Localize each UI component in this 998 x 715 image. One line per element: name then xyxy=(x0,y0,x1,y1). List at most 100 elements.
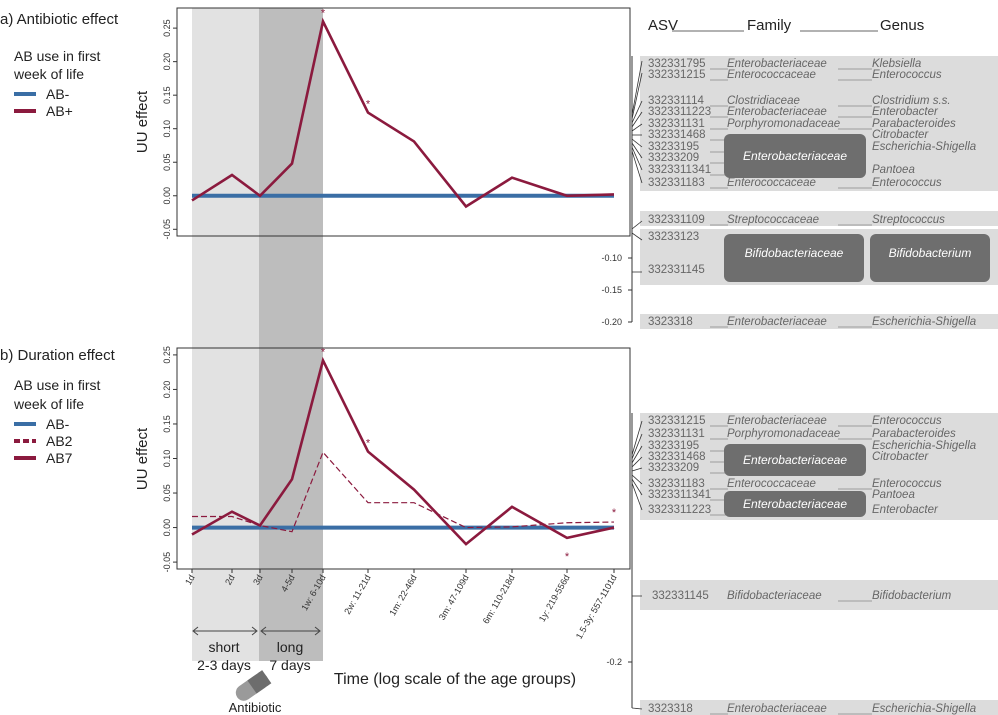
taxa-b-row-asv: 332331215 xyxy=(648,415,706,427)
legend-b-abminus-label: AB- xyxy=(46,416,70,432)
panel-b-xtick-label: 1m: 22-46d xyxy=(387,573,418,617)
taxa-b-row-genus: Enterococcus xyxy=(872,478,942,490)
taxa-b-row-genus: Enterococcus xyxy=(872,415,942,427)
panel-a-frame xyxy=(176,7,631,237)
short-days-label: 2-3 days xyxy=(197,657,251,673)
taxa-a-bottom-family: Enterobacteriaceae xyxy=(727,316,827,328)
taxa-a-connector xyxy=(631,150,643,184)
taxa-a-bif-asv: 33233123 xyxy=(648,231,699,243)
legend-a-title-line2: week of life xyxy=(13,66,84,82)
taxa-b-row-family: Porphyromonadaceae xyxy=(727,428,840,440)
taxa-a-row-asv: 332331131 xyxy=(648,118,705,130)
taxa-a-bif-asv: 332331145 xyxy=(648,264,705,276)
taxa-a-row-family: Porphyromonadaceae xyxy=(727,118,840,130)
panel-a-significance-mark: * xyxy=(321,7,326,19)
taxa-b-row-asv: 3323311341 xyxy=(648,489,711,501)
taxa-b-connector xyxy=(631,467,643,472)
panel-a-ytick-label: 0.20 xyxy=(162,53,172,71)
taxa-a-bif-genus-label: Bifidobacterium xyxy=(889,246,972,260)
taxa-a-bif-genus-box xyxy=(870,234,990,282)
legend-a-abplus-label: AB+ xyxy=(46,103,73,119)
taxa-b-bottom-asv: 3323318 xyxy=(648,703,693,715)
taxa-a-connector xyxy=(631,220,643,230)
taxa-b-bif-genus: Bifidobacterium xyxy=(872,590,952,602)
panel-a-ytick-label: 0.15 xyxy=(162,86,172,104)
legend-b-title-line2: week of life xyxy=(13,396,84,412)
panel-a-ytick-label: 0.05 xyxy=(162,153,172,171)
legend-a-title-line1: AB use in first xyxy=(14,48,100,64)
taxa-a-axis-label: -0.10 xyxy=(601,253,622,263)
taxa-a-row-genus: Pantoea xyxy=(872,164,915,176)
panel-b-xtick-label: 6m: 110-218d xyxy=(481,573,517,626)
taxa-a-row-genus: Clostridium s.s. xyxy=(872,95,951,107)
panel-b-ytick-label: 0.25 xyxy=(162,346,172,364)
taxa-a-row-genus: Klebsiella xyxy=(872,58,921,70)
taxa-a-row-asv: 332331183 xyxy=(648,177,705,189)
antibiotic-label: Antibiotic xyxy=(229,700,282,715)
taxa-b-row-asv: 332331131 xyxy=(648,428,705,440)
taxa-a-family-box xyxy=(724,134,866,178)
long-band-gap xyxy=(259,236,323,346)
taxa-a-bif-family-label: Bifidobacteriaceae xyxy=(745,246,844,260)
panel-a-ylabel: UU effect xyxy=(134,90,151,153)
panel-b-significance-mark: * xyxy=(565,551,570,563)
taxa-b-row-genus: Parabacteroides xyxy=(872,428,956,440)
panel-b-series-AB7 xyxy=(191,356,615,546)
taxa-b-row-asv: 33233195 xyxy=(648,440,699,452)
panel-a-significance-mark: * xyxy=(366,99,371,111)
taxa-b-family-box-2 xyxy=(724,491,866,517)
taxa-header-asv: ASV xyxy=(648,17,678,34)
taxa-a-row-genus: Enterobacter xyxy=(872,106,939,118)
taxa-b-row-family: Enterococcaceae xyxy=(727,478,816,490)
short-band-gap xyxy=(192,236,259,346)
taxa-b-family-box-1 xyxy=(724,444,866,476)
taxa-b-bif-family: Bifidobacteriaceae xyxy=(727,590,822,602)
taxa-a-row-family: Enterococcaceae xyxy=(727,177,816,189)
taxa-b-row-asv: 332331183 xyxy=(648,478,705,490)
taxa-b-row-asv: 332331468 xyxy=(648,451,706,463)
taxa-b-row-asv: 33233209 xyxy=(648,462,699,474)
taxa-b-row-asv: 3323311223 xyxy=(648,504,711,516)
long-days-label: 7 days xyxy=(269,657,310,673)
taxa-b-row-genus: Citrobacter xyxy=(872,451,929,463)
panel-b-xtick-label: 2d xyxy=(223,573,237,587)
taxa-a-mid-family: Streptococcaceae xyxy=(727,214,819,226)
taxa-a-row-asv: 332331795 xyxy=(648,58,706,70)
panel-b-xtick-label: 1d xyxy=(183,573,197,587)
taxa-a-connector xyxy=(631,60,643,116)
panel-b-ylabel: UU effect xyxy=(134,427,151,490)
taxa-a-connector xyxy=(631,100,643,124)
short-label: short xyxy=(208,639,239,655)
taxa-a-row-family: Clostridiaceae xyxy=(727,95,800,107)
legend-b-title-line1: AB use in first xyxy=(14,377,100,393)
taxa-a-bottom-genus: Escherichia-Shigella xyxy=(872,316,976,328)
panel-b-series-AB2 xyxy=(192,451,615,533)
taxa-b-bottom-genus: Escherichia-Shigella xyxy=(872,703,976,715)
long-arrow-left-head xyxy=(260,626,267,636)
panel-a-ytick-label: -0.05 xyxy=(162,219,172,240)
taxa-a-row-genus: Escherichia-Shigella xyxy=(872,141,976,153)
taxa-a-row-asv: 3323311341 xyxy=(648,164,711,176)
taxa-header-family: Family xyxy=(747,17,792,34)
taxa-a-row-asv: 332331114 xyxy=(648,95,704,107)
taxa-a-row-asv: 332331468 xyxy=(648,129,706,141)
taxa-a-mid-band xyxy=(640,211,998,226)
taxa-b-connector xyxy=(631,433,643,460)
taxa-a-axis-label: -0.15 xyxy=(601,285,622,295)
panel-b-xtick-label: 1.5-3y: 557-1101d xyxy=(574,573,619,641)
taxa-b-bottom-family: Enterobacteriaceae xyxy=(727,703,827,715)
taxa-annotation: ASV Family Genus 332331795 Enterobacteriacea… xyxy=(601,17,998,715)
taxa-b-bottom-band xyxy=(640,700,998,715)
taxa-a-connector xyxy=(631,142,643,159)
taxa-b-connector xyxy=(631,478,643,496)
long-arrow-right-head xyxy=(314,626,321,636)
panel-a-plot: -0.05 0.00 0.05 0.10 0.15 0.20 0.25 * * xyxy=(162,7,631,240)
taxa-a-row-asv: 33233209 xyxy=(648,152,699,164)
taxa-a-bottom-band xyxy=(640,314,998,329)
long-label: long xyxy=(277,639,303,655)
taxa-a-row-genus: Citrobacter xyxy=(872,129,929,141)
panel-b-xtick-label: 3d xyxy=(251,573,265,587)
taxa-a-row-genus: Enterococcus xyxy=(872,177,942,189)
panel-b-ytick-label: 0.15 xyxy=(162,415,172,433)
taxa-a-bif-family-box xyxy=(724,234,864,282)
